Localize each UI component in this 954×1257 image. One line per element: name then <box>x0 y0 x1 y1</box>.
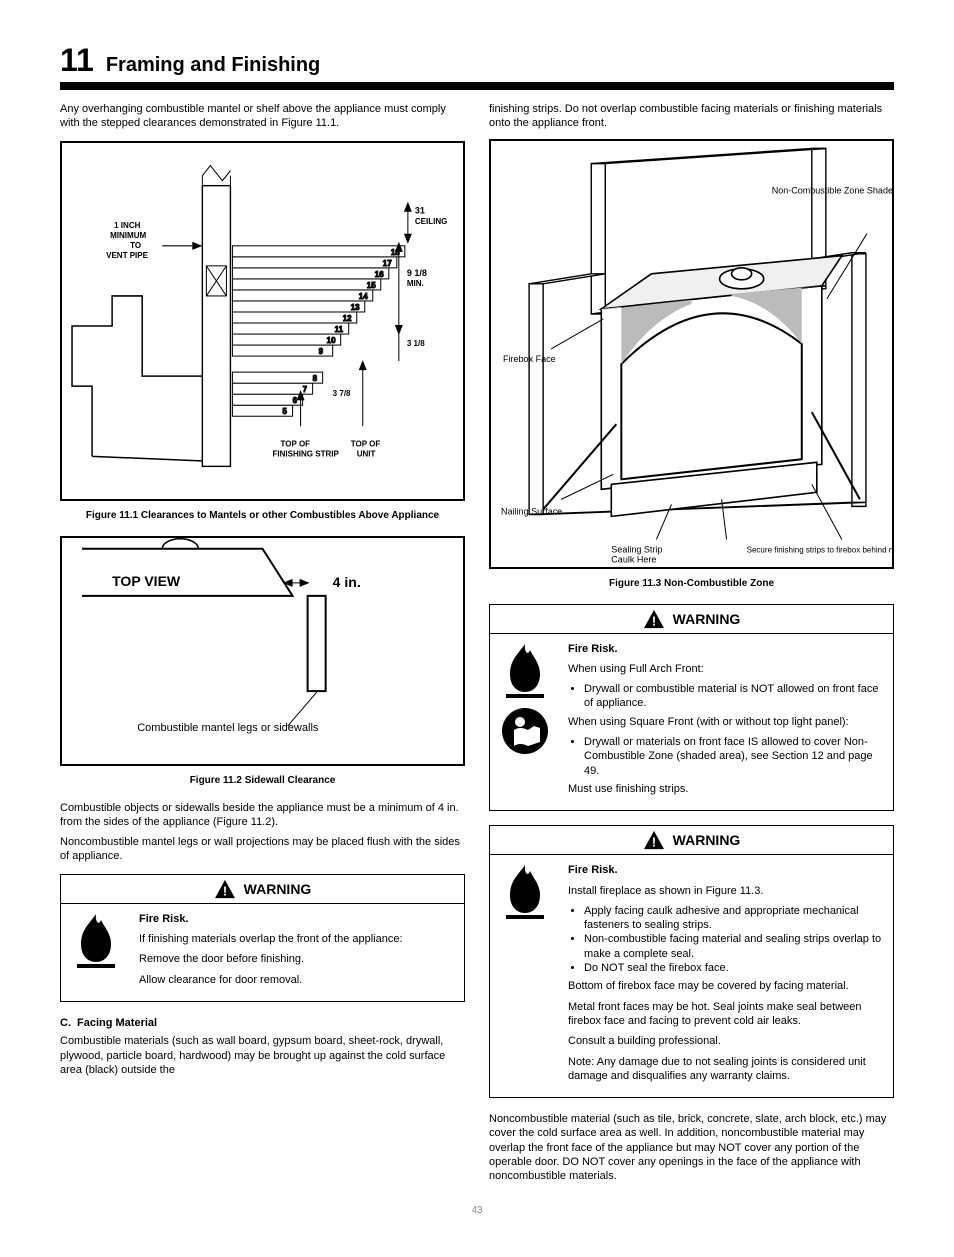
svg-text:Firebox Face: Firebox Face <box>503 354 556 364</box>
svg-text:MINIMUM: MINIMUM <box>110 230 146 239</box>
svg-text:CEILING: CEILING <box>415 216 448 225</box>
svg-text:Non-Combustible Zone Shaded Ar: Non-Combustible Zone Shaded Area <box>772 185 892 195</box>
svg-text:MIN.: MIN. <box>407 279 424 288</box>
fire-icon <box>500 642 550 700</box>
warning-triangle-icon: ! <box>214 879 236 899</box>
svg-text:VENT PIPE: VENT PIPE <box>106 250 149 259</box>
svg-text:1 INCH: 1 INCH <box>114 220 140 229</box>
section-number: 11 <box>60 40 94 82</box>
sidewall-para-1: Combustible objects or sidewalls beside … <box>60 801 465 830</box>
svg-text:Combustible mantel legs or sid: Combustible mantel legs or sidewalls <box>137 722 319 734</box>
svg-text:4 in.: 4 in. <box>333 573 361 589</box>
svg-text:17: 17 <box>383 258 392 267</box>
warning-triangle-icon: ! <box>643 830 665 850</box>
svg-text:TOP OF: TOP OF <box>351 439 381 448</box>
warning-2-title: WARNING <box>673 610 741 628</box>
svg-text:12: 12 <box>343 314 352 323</box>
svg-text:6: 6 <box>293 396 298 405</box>
figure-11-2-box: 4 in. TOP VIEW Combustible mantel legs o… <box>60 536 465 766</box>
right-footer-text: Noncombustible material (such as tile, b… <box>489 1112 894 1183</box>
fire-icon <box>71 912 121 970</box>
svg-text:3 7/8: 3 7/8 <box>333 389 351 398</box>
figure-11-3-caption: Figure 11.3 Non-Combustible Zone <box>489 577 894 590</box>
sidewall-para-2: Noncombustible mantel legs or wall proje… <box>60 835 465 864</box>
figure-11-3-svg: Non-Combustible Zone Shaded Area Firebox… <box>491 141 892 567</box>
right-column: finishing strips. Do not overlap combust… <box>489 102 894 1184</box>
warning-1-title: WARNING <box>244 880 312 898</box>
svg-text:11: 11 <box>335 325 344 334</box>
section-c-label: C. <box>60 1016 71 1030</box>
svg-text:15: 15 <box>367 281 376 290</box>
figure-11-1-box: 56789101112131415161718 31 CEILING 9 1/8… <box>60 141 465 501</box>
svg-text:9: 9 <box>319 347 324 356</box>
svg-text:TOP OF: TOP OF <box>281 439 311 448</box>
svg-text:13: 13 <box>351 303 360 312</box>
page-number: 43 <box>60 1204 894 1217</box>
warning-box-2: ! WARNING Fire Risk. When using Full Arc… <box>489 604 894 812</box>
svg-text:8: 8 <box>313 374 318 383</box>
svg-text:FINISHING STRIP: FINISHING STRIP <box>273 449 340 458</box>
svg-text:UNIT: UNIT <box>357 449 376 458</box>
svg-text:!: ! <box>652 835 656 850</box>
svg-text:Nailing Surface: Nailing Surface <box>501 506 562 516</box>
svg-text:!: ! <box>652 613 656 628</box>
svg-text:7: 7 <box>303 385 308 394</box>
svg-text:14: 14 <box>359 292 368 301</box>
svg-text:5: 5 <box>283 407 288 416</box>
warning-box-1: ! WARNING Fire Risk. If finishing materi… <box>60 874 465 1002</box>
figure-11-2-svg: 4 in. TOP VIEW Combustible mantel legs o… <box>62 538 463 764</box>
figure-11-1-svg: 56789101112131415161718 31 CEILING 9 1/8… <box>62 143 463 499</box>
svg-text:Secure finishing strips to fir: Secure finishing strips to firebox behin… <box>747 545 892 554</box>
right-top-text: finishing strips. Do not overlap combust… <box>489 102 894 131</box>
warning-3-title: WARNING <box>673 831 741 849</box>
svg-text:TO: TO <box>130 240 141 249</box>
section-c-title: Facing Material <box>77 1016 157 1030</box>
left-column: Any overhanging combustible mantel or sh… <box>60 102 465 1184</box>
facing-text: Combustible materials (such as wall boar… <box>60 1034 465 1077</box>
svg-text:Sealing Strip: Sealing Strip <box>611 544 662 554</box>
read-manual-icon <box>500 706 550 756</box>
section-title: Framing and Finishing <box>106 52 320 78</box>
svg-text:10: 10 <box>327 336 336 345</box>
svg-text:9 1/8: 9 1/8 <box>407 267 427 277</box>
svg-text:Caulk Here: Caulk Here <box>611 554 656 564</box>
svg-text:31: 31 <box>415 205 425 215</box>
figure-11-3-box: Non-Combustible Zone Shaded Area Firebox… <box>489 139 894 569</box>
mantel-intro: Any overhanging combustible mantel or sh… <box>60 102 465 131</box>
warning-box-3: ! WARNING Fire Risk. Install fireplace a… <box>489 825 894 1098</box>
svg-text:!: ! <box>223 883 227 898</box>
fire-icon <box>500 863 550 921</box>
svg-text:3 1/8: 3 1/8 <box>407 339 425 348</box>
svg-text:16: 16 <box>375 269 384 278</box>
figure-11-2-caption: Figure 11.2 Sidewall Clearance <box>60 774 465 787</box>
header-rule <box>60 82 894 90</box>
svg-text:TOP VIEW: TOP VIEW <box>112 572 181 588</box>
warning-triangle-icon: ! <box>643 609 665 629</box>
figure-11-1-caption: Figure 11.1 Clearances to Mantels or oth… <box>60 509 465 522</box>
